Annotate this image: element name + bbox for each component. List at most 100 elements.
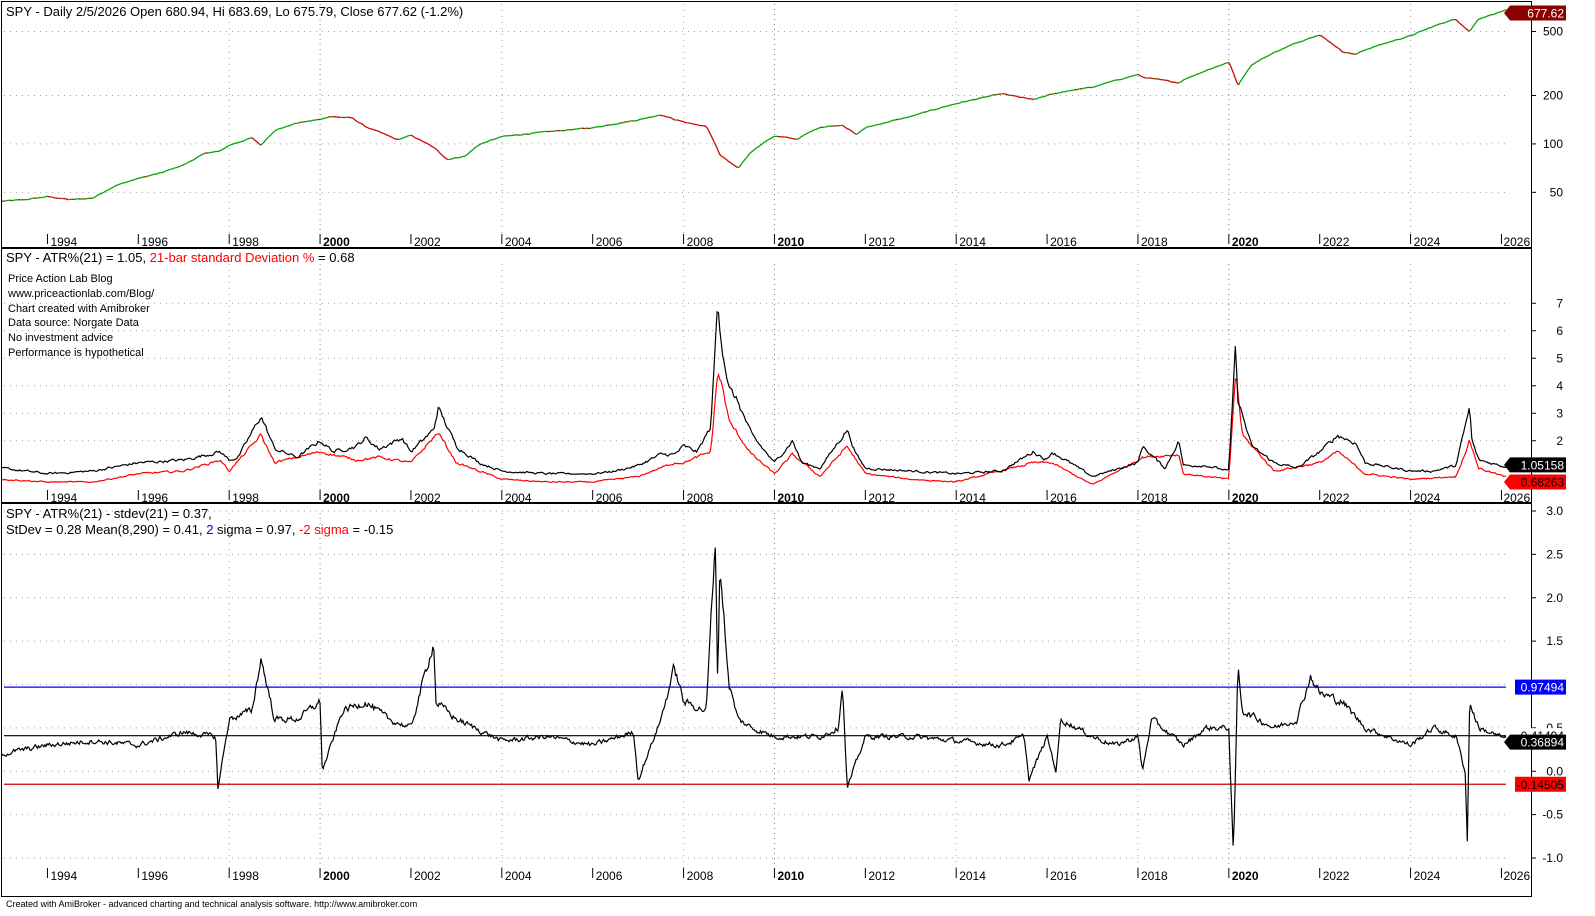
price-bar	[29, 199, 31, 200]
price-bar	[1127, 77, 1129, 78]
price-bar	[1026, 98, 1028, 99]
price-bar	[943, 107, 945, 108]
price-bar	[1504, 10, 1506, 11]
price-bar	[848, 129, 850, 130]
x-tick-label: 2018	[1141, 869, 1168, 883]
price-bar	[233, 144, 235, 145]
price-bar	[966, 101, 968, 102]
price-bar	[94, 197, 96, 198]
price-bar	[1304, 40, 1306, 41]
price-bar	[166, 170, 168, 171]
price-bar	[674, 120, 676, 121]
price-bar	[1285, 47, 1287, 48]
price-bar	[1414, 34, 1416, 35]
price-bar	[365, 126, 367, 127]
y-tick-label: 1.5	[1546, 634, 1563, 648]
price-bar	[204, 153, 206, 154]
lower-sigma-num: -2	[299, 522, 314, 537]
price-bar	[1200, 72, 1202, 73]
price-bar	[157, 173, 159, 174]
y-tick-label: 200	[1543, 88, 1563, 102]
x-tick-label: 2008	[687, 491, 714, 505]
price-bar	[1060, 92, 1062, 93]
price-bar	[360, 123, 362, 124]
price-bar	[1065, 91, 1067, 92]
price-bar	[425, 142, 427, 143]
price-bar	[627, 121, 629, 122]
price-bar	[1184, 79, 1186, 80]
price-bar	[423, 142, 425, 143]
price-bar	[1292, 44, 1294, 45]
price-bar	[487, 141, 489, 142]
price-bar	[381, 133, 383, 134]
price-bar	[883, 123, 885, 124]
note-line: No investment advice	[8, 332, 113, 344]
x-tick-label: 1998	[232, 869, 259, 883]
price-bar	[938, 109, 940, 110]
price-bar	[432, 146, 434, 147]
price-bar	[276, 129, 278, 130]
x-tick-label: 2020	[1232, 235, 1259, 249]
y-tick-label: 5	[1556, 351, 1563, 365]
x-tick-label: 2022	[1323, 491, 1350, 505]
price-bar	[116, 185, 118, 186]
price-bar	[1417, 32, 1419, 33]
price-bar	[1428, 28, 1430, 29]
price-bar	[1501, 11, 1503, 12]
price-bar	[169, 169, 171, 170]
price-bar	[1372, 47, 1374, 48]
price-bar	[1000, 94, 1002, 95]
price-bar	[146, 176, 148, 177]
price-bar	[1337, 48, 1339, 49]
price-bar	[1046, 95, 1048, 96]
price-bar	[1130, 76, 1132, 77]
price-bar	[1503, 10, 1505, 11]
price-bar	[771, 137, 773, 138]
price-bar	[619, 123, 621, 124]
price-bar	[978, 98, 980, 99]
price-bar	[1481, 18, 1483, 19]
price-bar	[767, 139, 769, 140]
price-bar	[772, 137, 774, 138]
price-bar	[388, 136, 390, 137]
price-bar	[1307, 38, 1309, 39]
price-bar	[1274, 52, 1276, 53]
price-bar	[1272, 53, 1274, 54]
price-bar	[30, 198, 32, 199]
price-bar	[1006, 94, 1008, 95]
price-bar	[284, 126, 286, 127]
price-bar	[898, 119, 900, 120]
price-bar	[605, 125, 607, 126]
price-bar	[1297, 42, 1299, 43]
price-bar	[1142, 77, 1144, 78]
price-bar	[888, 122, 890, 123]
price-bar	[1105, 83, 1107, 84]
x-tick-label: 2022	[1323, 869, 1350, 883]
upper-sigma-label: sigma	[217, 522, 252, 537]
price-bar	[1312, 37, 1314, 38]
price-bar	[1489, 15, 1491, 16]
price-bar	[1189, 77, 1191, 78]
price-bar	[1192, 76, 1194, 77]
y-tick-label: 7	[1556, 296, 1563, 310]
upper-sigma-value: = 0.97,	[252, 522, 299, 537]
price-bar	[147, 176, 149, 177]
price-bar	[198, 156, 200, 157]
price-bar	[590, 128, 592, 129]
price-bar	[131, 180, 133, 181]
last-value-label: 1.05158	[1504, 457, 1566, 472]
price-title: SPY - Daily 2/5/2026 Open 680.94, Hi 683…	[6, 4, 463, 19]
price-bar	[203, 154, 205, 155]
price-bar	[156, 174, 158, 175]
x-tick-label: 2012	[868, 235, 895, 249]
price-bar	[672, 119, 674, 120]
price-bar	[1349, 53, 1351, 54]
price-bar	[797, 139, 799, 140]
x-tick-label: 1998	[232, 235, 259, 249]
price-bar	[1212, 68, 1214, 69]
price-bar	[199, 155, 201, 156]
x-tick-label: 2004	[505, 235, 532, 249]
price-bar	[109, 189, 111, 190]
price-bar	[482, 143, 484, 144]
lower-sigma-value: = -0.15	[349, 522, 393, 537]
